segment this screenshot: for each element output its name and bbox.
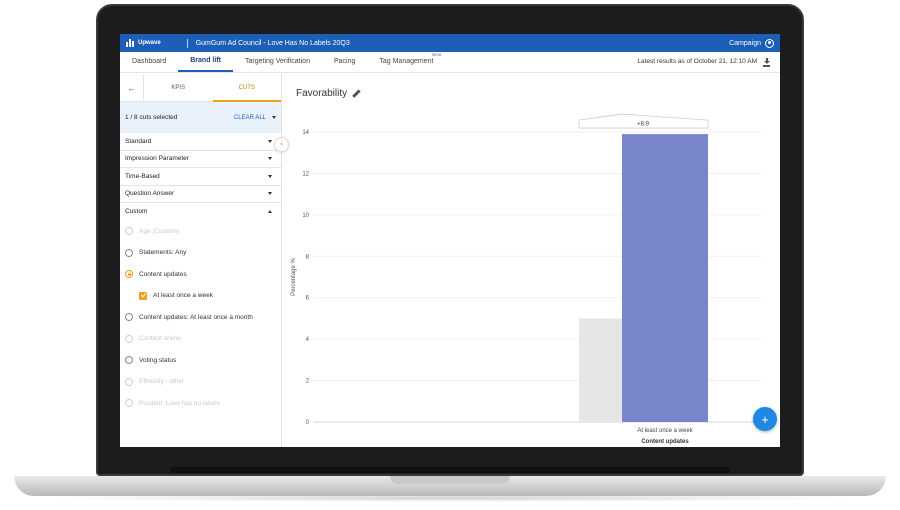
- bar-chart: 0 2 4 6 8 10 12 14 Percentage % +8.9 At least once…: [291, 113, 761, 445]
- chart-panel: Favorability 0 2 4 6 8 10 12 14 Percentage % +8.9…: [283, 74, 780, 447]
- laptop-bezel: [120, 447, 780, 474]
- cuts-sidebar: ← KPIS CUTS 1 / 8 cuts selected CLEAR AL…: [120, 73, 282, 447]
- y-tick-label: 6: [306, 296, 310, 302]
- chevron-down-icon: [268, 174, 272, 178]
- tab-kpis[interactable]: KPIS: [171, 84, 186, 91]
- tab-dashboard[interactable]: Dashboard: [132, 58, 167, 65]
- campaign-link[interactable]: Campaign: [729, 39, 761, 47]
- option-statements-any[interactable]: Statements: Any: [120, 242, 281, 264]
- section-custom[interactable]: Custom: [120, 203, 281, 221]
- upwave-logo[interactable]: Upwave: [126, 39, 161, 47]
- radio-icon: [125, 356, 133, 365]
- campaign-title: GumGum Ad Council - Love Has No Labels 2…: [195, 39, 350, 47]
- option-content-updates-monthly[interactable]: Content updates: At least once a month: [120, 307, 281, 329]
- section-impression-parameter[interactable]: Impression Parameter: [120, 151, 281, 168]
- radio-icon: [125, 399, 133, 408]
- y-tick-label: 2: [306, 379, 310, 385]
- nav-tabs: Dashboard Brand lift Targeting Verificat…: [120, 52, 780, 73]
- tab-cuts[interactable]: CUTS: [212, 74, 281, 102]
- top-bar: Upwave GumGum Ad Council - Love Has No L…: [120, 34, 780, 52]
- option-content-updates[interactable]: Content updates: [120, 264, 281, 286]
- x-tick-label: At least once a week: [637, 428, 693, 434]
- chart-title: Favorability: [296, 88, 360, 99]
- y-tick-label: 12: [302, 171, 309, 177]
- section-standard[interactable]: Standard: [120, 133, 281, 151]
- clear-all-button[interactable]: CLEAR ALL: [234, 115, 276, 121]
- radio-selected-icon: [125, 270, 133, 279]
- laptop-base: [14, 476, 886, 496]
- radio-icon: [125, 248, 133, 257]
- app-screen: Upwave GumGum Ad Council - Love Has No L…: [120, 34, 780, 447]
- tab-targeting-verification[interactable]: Targeting Verification: [244, 58, 310, 65]
- lift-annotation: +8.9: [637, 122, 650, 128]
- checkbox-checked-icon: [139, 291, 147, 300]
- y-tick-label: 8: [306, 254, 310, 260]
- radio-icon: [125, 227, 133, 236]
- latest-results-text: Latest results as of October 21, 12:10 A…: [637, 58, 757, 65]
- y-tick-label: 4: [306, 337, 310, 343]
- chevron-down-icon: [268, 139, 272, 143]
- option-content-online: Content online: [120, 328, 281, 350]
- option-at-least-once-a-week[interactable]: At least once a week: [120, 285, 281, 307]
- y-tick-label: 10: [302, 213, 309, 219]
- option-age-custom: Age (Custom): [120, 221, 281, 243]
- add-button[interactable]: +: [753, 407, 777, 431]
- radio-icon: [125, 334, 133, 343]
- cuts-selected-count: 1 / 8 cuts selected: [125, 114, 178, 121]
- y-tick-label: 0: [306, 420, 310, 426]
- chevron-down-icon: [268, 157, 272, 161]
- back-arrow-icon[interactable]: ←: [120, 73, 144, 102]
- y-axis-label: Percentage %: [291, 257, 297, 295]
- download-icon[interactable]: [763, 57, 770, 67]
- option-position-love-has-no-labels: Position: Love has no labels: [120, 393, 281, 415]
- tab-tag-management[interactable]: Tag Management Beta: [379, 52, 442, 65]
- bar-control: [579, 318, 622, 422]
- bar-favorability: [622, 134, 708, 423]
- chevron-down-icon: [268, 192, 272, 196]
- user-icon[interactable]: [765, 38, 774, 48]
- chevron-up-icon: [268, 210, 272, 214]
- beta-badge: Beta: [432, 52, 442, 57]
- option-ethnicity-other: Ethnicity - other: [120, 371, 281, 393]
- chevron-down-icon: [272, 116, 276, 119]
- radio-icon: [125, 377, 133, 386]
- radio-icon: [125, 313, 133, 322]
- option-voting-status[interactable]: Voting status: [120, 350, 281, 372]
- section-time-based[interactable]: Time-Based: [120, 168, 281, 186]
- tab-pacing[interactable]: Pacing: [333, 58, 356, 65]
- logo-icon: [126, 39, 135, 47]
- lift-annotation-box: [578, 113, 709, 129]
- tab-brand-lift[interactable]: Brand lift: [178, 51, 233, 72]
- cuts-summary: 1 / 8 cuts selected CLEAR ALL: [120, 102, 281, 133]
- section-question-answer[interactable]: Question Answer: [120, 186, 281, 203]
- x-axis-label: Content updates: [641, 439, 689, 445]
- y-tick-label: 14: [302, 130, 309, 136]
- collapse-sidebar-button[interactable]: ‹: [274, 137, 289, 152]
